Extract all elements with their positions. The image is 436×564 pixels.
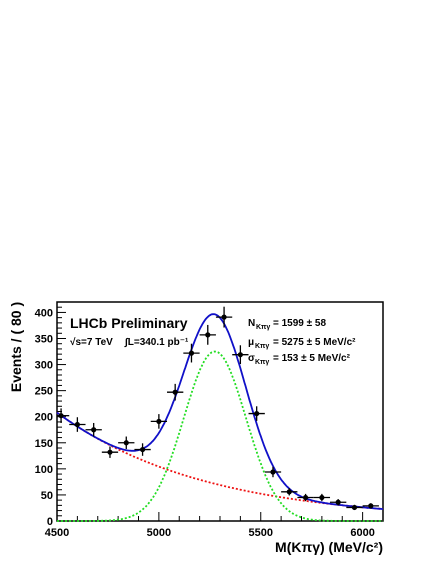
data-point <box>346 504 363 511</box>
x-tick-label: 6000 <box>350 527 374 539</box>
data-point <box>248 406 265 421</box>
x-axis-tick-labels: 4500 5000 5500 6000 <box>45 527 375 539</box>
data-point-marker <box>156 418 162 425</box>
background-fit-curve <box>56 411 384 510</box>
data-point-marker <box>123 440 129 446</box>
data-point <box>85 422 102 437</box>
data-point <box>215 306 233 328</box>
fit-yield-value: = 1599 ± 58 <box>273 318 326 329</box>
data-point <box>199 324 216 345</box>
data-point <box>297 493 314 502</box>
y-tick-label: 400 <box>35 307 53 319</box>
luminosity-label: ∫L=340.1 pb⁻¹ <box>124 337 189 348</box>
data-point <box>330 499 347 506</box>
data-point <box>134 443 151 456</box>
x-tick-label: 5500 <box>249 527 273 539</box>
data-point-marker <box>270 469 276 475</box>
data-point-marker <box>74 421 80 428</box>
x-tick-label: 5000 <box>147 527 171 539</box>
data-point-marker <box>254 410 260 417</box>
y-axis-ticks <box>57 301 66 522</box>
data-point <box>183 343 200 363</box>
x-axis-ticks <box>56 512 384 521</box>
fit-curves <box>56 313 384 522</box>
fit-sigma-subscript: Kπγ <box>255 359 269 366</box>
data-point <box>281 488 298 496</box>
data-point-marker <box>107 449 113 455</box>
x-axis-title: M(Kπγ) (MeV/c²) <box>275 539 383 555</box>
y-tick-label: 250 <box>35 386 53 398</box>
fit-sigma-value: = 153 ± 5 MeV/c² <box>273 353 351 364</box>
data-point <box>57 408 70 423</box>
data-point-marker <box>172 389 178 395</box>
data-point-marker <box>319 494 325 501</box>
y-axis-title: Events / ( 80 ) <box>8 302 24 392</box>
data-point-marker <box>58 413 64 419</box>
y-tick-label: 300 <box>35 360 53 372</box>
data-point <box>118 436 135 450</box>
data-point-marker <box>221 314 227 320</box>
data-point-marker <box>91 427 97 433</box>
data-point-marker <box>368 503 374 509</box>
data-point-marker <box>335 499 341 505</box>
experiment-label: LHCb Preliminary <box>70 315 188 331</box>
data-point <box>232 345 249 365</box>
y-tick-label: 50 <box>41 490 53 502</box>
plot-frame <box>56 301 384 522</box>
y-tick-label: 200 <box>35 412 53 424</box>
data-point <box>69 417 86 432</box>
fit-yield-subscript: Kπγ <box>256 324 270 331</box>
y-tick-label: 350 <box>35 334 53 346</box>
energy-label: √s=7 TeV <box>70 337 113 348</box>
y-tick-label: 150 <box>35 438 53 450</box>
y-tick-label: 0 <box>47 516 53 528</box>
fit-yield-symbol: N <box>248 318 255 329</box>
x-tick-label: 4500 <box>45 527 69 539</box>
fit-mean-value: = 5275 ± 5 MeV/c² <box>273 337 356 348</box>
data-point <box>313 493 331 502</box>
data-points <box>57 306 379 511</box>
data-point <box>150 414 168 429</box>
y-axis-tick-labels: 0 50 100 150 200 250 300 350 400 <box>35 307 53 528</box>
data-point <box>167 383 184 401</box>
data-point-marker <box>351 504 358 511</box>
y-tick-label: 100 <box>35 464 53 476</box>
data-point-marker <box>286 489 292 495</box>
data-point <box>264 466 282 478</box>
data-point-marker <box>139 446 146 453</box>
data-point-marker <box>237 352 243 358</box>
fit-mean-subscript: Kπγ <box>255 343 269 350</box>
total-fit-curve <box>56 313 384 510</box>
data-point-marker <box>188 350 195 356</box>
fit-mean-symbol: μ <box>248 337 254 348</box>
data-point-marker <box>205 332 211 338</box>
signal-fit-curve <box>57 350 383 522</box>
data-point-marker <box>302 494 309 501</box>
data-point <box>362 503 379 509</box>
data-point <box>101 446 119 458</box>
fit-sigma-symbol: σ <box>248 353 255 364</box>
